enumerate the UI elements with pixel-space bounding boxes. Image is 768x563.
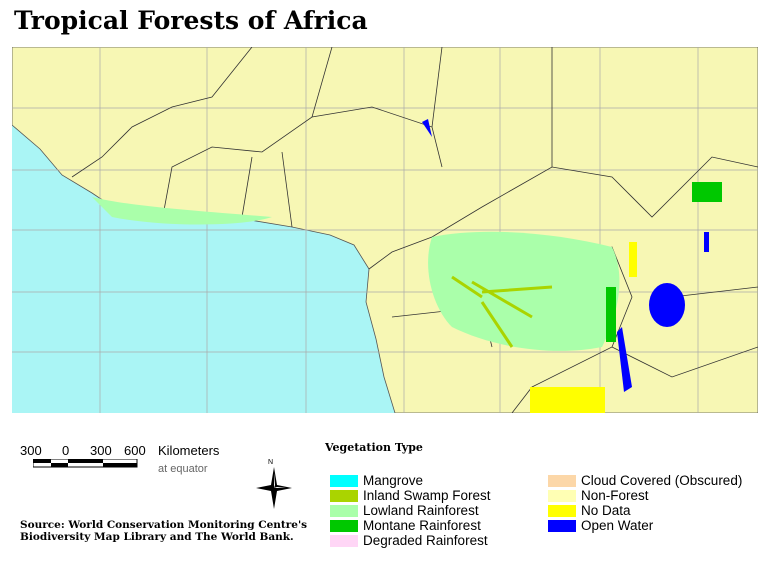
scale-unit: Kilometers <box>158 443 220 458</box>
legend-label: Mangrove <box>363 473 424 488</box>
map-title: Tropical Forests of Africa <box>14 6 368 35</box>
scale-note: at equator <box>158 463 208 475</box>
north-label: N <box>268 459 274 466</box>
scale-tick: 0 <box>62 443 70 458</box>
legend-label: Non-Forest <box>581 488 649 503</box>
legend-title: Vegetation Type <box>325 441 423 454</box>
compass-icon <box>256 467 292 509</box>
legend-item: Lowland Rainforest <box>330 503 491 518</box>
legend-item: Degraded Rainforest <box>330 533 491 548</box>
legend-label: Open Water <box>581 518 654 533</box>
legend-swatch <box>330 534 358 547</box>
legend-swatch <box>548 519 576 532</box>
legend-swatch <box>330 519 358 532</box>
scale-tick: 300 <box>90 443 112 458</box>
legend-item: Open Water <box>548 518 742 533</box>
legend-item: No Data <box>548 503 742 518</box>
legend-swatch <box>330 489 358 502</box>
legend-label: No Data <box>581 503 631 518</box>
inland-swamp-forest <box>451 275 553 348</box>
source-note: Source: World Conservation Monitoring Ce… <box>20 519 307 543</box>
legend-swatch <box>330 504 358 517</box>
legend-label: Lowland Rainforest <box>363 503 479 518</box>
legend-swatch <box>548 504 576 517</box>
legend-label: Cloud Covered (Obscured) <box>581 473 743 488</box>
legend-item: Montane Rainforest <box>330 518 491 533</box>
legend-swatch <box>548 474 576 487</box>
legend-swatch <box>330 474 358 487</box>
source-line: Biodiversity Map Library and The World B… <box>20 531 294 543</box>
open-water <box>422 119 709 392</box>
montane-rainforest <box>606 182 722 342</box>
no-data <box>530 242 637 413</box>
legend-column: Mangrove Inland Swamp Forest Lowland Rai… <box>330 473 491 548</box>
legend-item: Cloud Covered (Obscured) <box>548 473 742 488</box>
source-line: Source: World Conservation Monitoring Ce… <box>20 519 308 531</box>
legend-item: Inland Swamp Forest <box>330 488 491 503</box>
scale-tick: 600 <box>124 443 146 458</box>
gridlines <box>12 47 758 413</box>
legend-item: Non-Forest <box>548 488 742 503</box>
scale-tick: 300 <box>20 443 42 458</box>
legend-label: Inland Swamp Forest <box>363 488 491 503</box>
map <box>12 47 758 413</box>
lowland-rainforest <box>92 197 620 351</box>
legend-swatch <box>548 489 576 502</box>
legend-label: Degraded Rainforest <box>363 533 488 548</box>
legend-column: Cloud Covered (Obscured) Non-Forest No D… <box>548 473 742 533</box>
legend-label: Montane Rainforest <box>363 518 481 533</box>
legend-item: Mangrove <box>330 473 491 488</box>
